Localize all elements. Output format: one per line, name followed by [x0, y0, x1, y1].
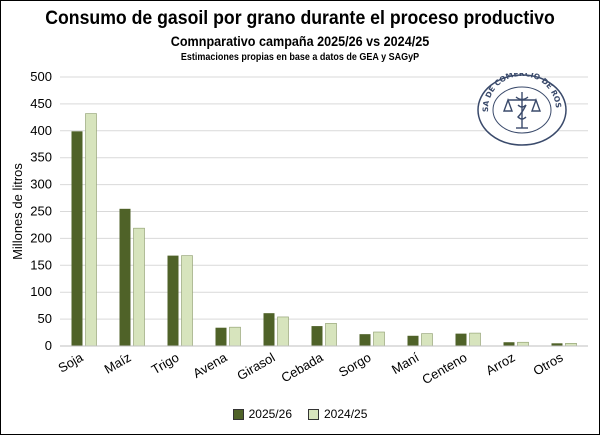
- bar-avena-2024-25[interactable]: [229, 326, 241, 347]
- legend-swatch: [232, 408, 244, 420]
- chart-title: Consumo de gasoil por grano durante el p…: [45, 8, 555, 29]
- y-axis-ticks: 0 50 100 150 200 250 300 350 400 450 500: [30, 69, 52, 353]
- x-tick-label: Maíz: [102, 350, 134, 377]
- bar-sorgo-2024-25[interactable]: [373, 331, 385, 347]
- y-tick-label: 150: [30, 257, 52, 272]
- y-axis-label: Millones de litros: [10, 163, 25, 260]
- x-tick-label: Centeno: [419, 350, 469, 388]
- x-axis-ticks: Soja Maíz Trigo Avena Girasol Cebada Sorgo Maní…: [55, 349, 565, 387]
- x-tick-label: Maní: [389, 349, 422, 377]
- bar-avena-2025-26[interactable]: [215, 327, 227, 346]
- y-tick-label: 500: [30, 69, 52, 84]
- bar-soja-2025-26[interactable]: [71, 131, 83, 346]
- bar-maní-2024-25[interactable]: [421, 333, 433, 347]
- x-tick-label: Trigo: [149, 350, 182, 378]
- chart-note: Estimaciones propias en base a datos de …: [180, 52, 420, 63]
- bar-centeno-2024-25[interactable]: [469, 332, 481, 347]
- y-tick-label: 50: [38, 311, 52, 326]
- x-tick-label: Otros: [530, 349, 565, 378]
- bar-girasol-2025-26[interactable]: [263, 313, 275, 346]
- y-tick-label: 350: [30, 150, 52, 165]
- y-tick-label: 0: [45, 338, 52, 353]
- bar-trigo-2025-26[interactable]: [167, 255, 179, 346]
- legend-item-2025-26[interactable]: 2025/26: [232, 407, 292, 421]
- y-tick-label: 450: [30, 96, 52, 111]
- legend-label: 2025/26: [248, 407, 292, 421]
- bar-soja-2024-25[interactable]: [85, 113, 97, 347]
- x-tick-label: Arroz: [483, 350, 517, 379]
- y-tick-label: 100: [30, 284, 52, 299]
- bar-arroz-2025-26[interactable]: [503, 342, 515, 346]
- bar-cebada-2025-26[interactable]: [311, 326, 323, 346]
- y-tick-label: 300: [30, 177, 52, 192]
- chart-subtitle: Comnparativo campaña 2025/26 vs 2024/25: [170, 33, 430, 49]
- x-tick-label: Girasol: [234, 350, 277, 384]
- y-tick-label: 250: [30, 204, 52, 219]
- legend-label: 2024/25: [324, 407, 368, 421]
- gridlines: [60, 76, 588, 320]
- bolsa-de-comercio-seal: BOLSA DE COMERCIO DE ROSARIO: [476, 73, 567, 146]
- x-tick-label: Sorgo: [336, 350, 374, 380]
- legend-item-2024-25[interactable]: 2024/25: [308, 407, 367, 421]
- bar-sorgo-2025-26[interactable]: [359, 334, 371, 346]
- bar-trigo-2024-25[interactable]: [181, 255, 193, 347]
- bar-cebada-2024-25[interactable]: [325, 323, 337, 347]
- bar-centeno-2025-26[interactable]: [455, 333, 467, 346]
- x-tick-label: Cebada: [279, 349, 327, 385]
- caduceus-scales-icon: [503, 92, 541, 129]
- legend-swatch: [308, 408, 319, 420]
- bar-maní-2025-26[interactable]: [407, 335, 419, 346]
- bar-maíz-2025-26[interactable]: [119, 208, 131, 346]
- bar-maíz-2024-25[interactable]: [133, 227, 145, 347]
- legend: 2025/26 2024/25: [0, 407, 600, 421]
- y-tick-label: 400: [30, 123, 52, 138]
- bars: [71, 113, 577, 347]
- bar-arroz-2024-25[interactable]: [517, 341, 529, 347]
- x-tick-label: Avena: [190, 349, 230, 381]
- bar-girasol-2024-25[interactable]: [277, 316, 289, 347]
- x-tick-label: Soja: [55, 349, 86, 375]
- y-tick-label: 200: [30, 230, 52, 245]
- bar-otros-2025-26[interactable]: [551, 343, 563, 346]
